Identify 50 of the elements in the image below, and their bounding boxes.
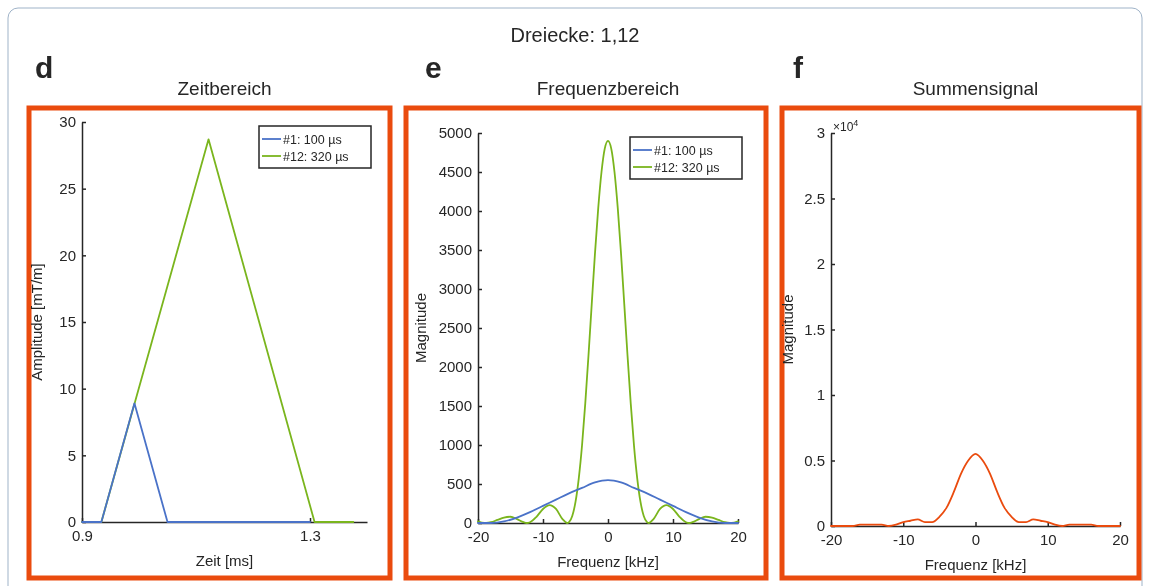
y-tick-label: 4000 — [438, 202, 472, 220]
y-tick-label: 15 — [59, 313, 76, 331]
x-tick-label: 0 — [604, 527, 613, 545]
y-axis-title: Magnitude — [779, 294, 796, 365]
text: Dreiecke: 1,12 — [510, 24, 640, 46]
y-tick-label: 1500 — [438, 397, 472, 415]
x-tick-label: 1.3 — [300, 526, 321, 544]
text: d — [35, 51, 54, 84]
y-tick-label: 1.5 — [804, 320, 825, 338]
x-tick-label: 10 — [1039, 530, 1057, 548]
x-tick-label: -20 — [820, 530, 843, 548]
y-tick-label: 20 — [59, 246, 76, 264]
chart-title: Zeitbereich — [177, 78, 272, 99]
y-tick-label: 3 — [816, 124, 825, 142]
y-tick-label: 2 — [816, 255, 825, 273]
y-tick-label: 5 — [67, 446, 76, 464]
y-axis-title: Amplitude [mT/m] — [28, 263, 45, 381]
legend-label: #12: 320 µs — [654, 161, 720, 175]
x-axis-title: Frequenz [kHz] — [924, 556, 1027, 573]
y-tick-label: 1000 — [438, 436, 472, 454]
legend-label: #1: 100 µs — [283, 133, 342, 147]
y-tick-label: 0.5 — [804, 451, 825, 469]
text: f — [793, 51, 804, 84]
x-tick-label: -10 — [892, 530, 915, 548]
text: e — [425, 51, 442, 84]
x-tick-label: 20 — [1112, 530, 1129, 548]
chart-title: Summensignal — [912, 78, 1039, 99]
y-tick-label: 5000 — [438, 124, 472, 142]
chart-title: Frequenzbereich — [536, 78, 680, 99]
y-axis-title: Magnitude — [412, 292, 429, 364]
annotation: ×10$^{4}$ — [833, 118, 859, 134]
x-tick-label: -10 — [532, 527, 555, 545]
y-tick-label: 500 — [446, 475, 472, 493]
y-tick-label: 2.5 — [804, 189, 825, 207]
y-tick-label: 2000 — [438, 358, 472, 376]
x-tick-label: 20 — [730, 527, 747, 545]
y-tick-label: 3500 — [438, 241, 472, 259]
x-tick-label: 10 — [665, 527, 682, 545]
legend-label: #1: 100 µs — [654, 144, 713, 158]
y-tick-label: 2500 — [438, 319, 472, 337]
y-tick-label: 30 — [59, 113, 76, 131]
legend-label: #12: 320 µs — [283, 150, 349, 164]
x-axis-title: Frequenz [kHz] — [557, 553, 659, 570]
y-tick-label: 10 — [59, 379, 76, 397]
y-tick-label: 3000 — [438, 280, 472, 298]
x-tick-label: 0 — [971, 530, 981, 548]
x-axis-title: Zeit [ms] — [195, 552, 254, 569]
y-tick-label: 1 — [816, 386, 825, 404]
y-tick-label: 4500 — [438, 163, 472, 181]
y-tick-label: 25 — [59, 179, 76, 197]
